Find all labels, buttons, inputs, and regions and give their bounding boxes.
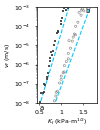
Point [92,6,94,8]
Point [82,8,83,10]
Point [85,4,87,6]
Point [43,83,45,85]
Point [60,75,62,77]
Point [49,60,50,62]
Point [75,25,76,27]
Point [77,21,79,23]
Point [55,40,56,42]
Point [68,58,69,60]
Point [69,4,70,6]
Point [74,33,75,35]
Point [52,50,54,52]
Point [78,11,80,13]
Point [62,72,64,74]
Point [87,4,89,6]
Point [55,95,57,97]
Point [60,22,62,25]
Point [68,52,69,54]
Point [68,5,69,8]
Point [54,44,55,46]
Point [67,7,68,9]
Point [60,78,62,80]
Text: b: b [86,8,90,14]
Point [46,78,48,80]
Point [47,72,49,74]
Point [90,0,92,2]
Point [64,65,65,67]
Point [80,14,82,16]
Point [51,54,52,56]
Point [57,30,58,32]
Point [60,20,62,22]
Point [70,47,71,49]
Point [55,91,57,93]
Point [40,92,42,94]
Point [46,76,47,79]
Point [80,9,82,11]
Point [86,4,88,6]
Point [63,71,65,73]
Point [40,101,41,103]
Point [63,7,65,9]
Point [54,100,55,102]
Point [72,40,73,42]
Point [57,90,58,92]
Point [51,51,52,53]
Point [66,61,67,63]
Point [65,9,67,11]
Point [72,36,74,38]
Point [83,10,85,12]
Point [75,34,76,36]
Point [43,91,45,93]
Point [57,31,59,33]
Point [44,84,46,86]
Text: a: a [40,105,44,111]
X-axis label: $K_I$ (kPa·m$^{1/2}$): $K_I$ (kPa·m$^{1/2}$) [47,116,87,126]
Y-axis label: $v_f$ (m/s): $v_f$ (m/s) [4,42,12,67]
Point [89,6,91,8]
Point [56,32,58,34]
Point [65,6,66,8]
Point [59,82,60,84]
Point [68,40,70,42]
Point [62,10,64,12]
Point [50,57,51,59]
Point [48,65,50,67]
Point [42,92,43,94]
Point [61,17,63,19]
